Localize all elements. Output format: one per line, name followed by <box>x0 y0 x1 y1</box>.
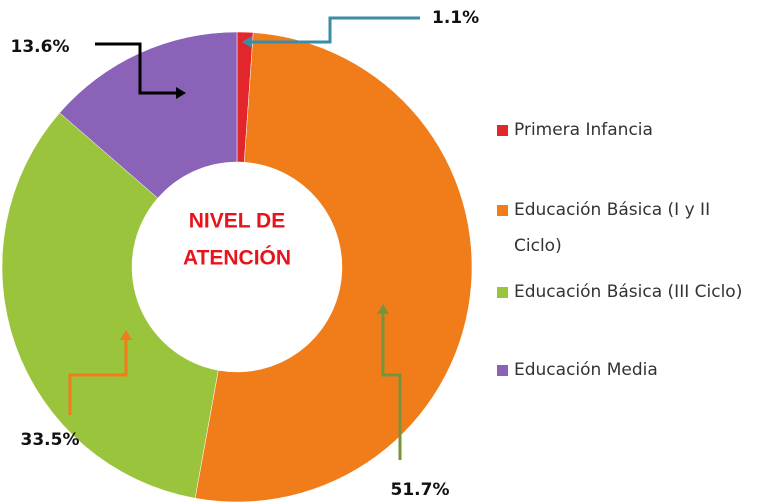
arrowheads <box>120 36 389 340</box>
data-label: 1.1% <box>432 8 479 28</box>
arrowhead <box>377 304 389 314</box>
callout-line <box>95 42 178 95</box>
legend-item: Primera Infancia <box>497 112 762 148</box>
data-label: 33.5% <box>21 430 80 450</box>
slice <box>59 31 238 199</box>
legend-label: Primera Infancia <box>514 120 653 140</box>
data-label: 13.6% <box>11 37 70 57</box>
callout-line <box>68 338 128 415</box>
legend-label: Educación Básica (I y II Ciclo) <box>514 200 711 256</box>
legend-swatch <box>497 205 508 216</box>
center-label: ATENCIÓN <box>183 246 291 270</box>
legend-swatch <box>497 125 508 136</box>
arrowhead <box>176 87 186 99</box>
callout-line <box>381 312 402 460</box>
legend-label: Educación Básica (III Ciclo) <box>514 282 743 302</box>
data-label: 51.7% <box>391 480 450 500</box>
legend-swatch <box>497 287 508 298</box>
center-label: NIVEL DE <box>189 210 285 233</box>
arrowhead <box>120 330 132 340</box>
slices <box>1 31 473 503</box>
callouts <box>68 16 420 460</box>
slice <box>194 32 473 503</box>
slice <box>1 112 219 499</box>
legend-label: Educación Media <box>514 360 658 380</box>
callout-line <box>250 16 420 44</box>
legend-item: Educación Básica (III Ciclo) <box>497 274 762 310</box>
legend-swatch <box>497 365 508 376</box>
legend-item: Educación Media <box>497 352 762 388</box>
legend-item: Educación Básica (I y II Ciclo) <box>497 192 762 264</box>
arrowhead <box>242 36 252 48</box>
